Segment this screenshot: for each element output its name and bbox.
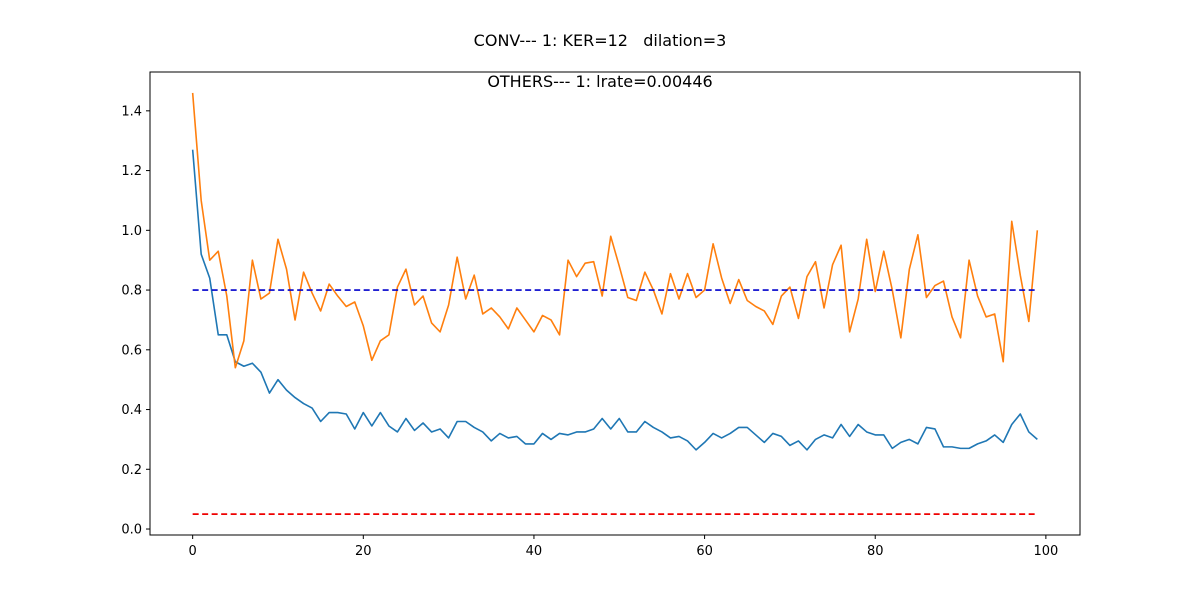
x-tick-label: 80: [867, 544, 884, 559]
x-tick-label: 0: [189, 544, 197, 559]
y-tick-label: 0.2: [121, 463, 142, 478]
chart-subtitle: OTHERS--- 1: lrate=0.00446: [487, 72, 713, 91]
series-layer: [191, 92, 1039, 515]
x-tick-label: 40: [526, 544, 543, 559]
series-line-1: [191, 149, 1038, 451]
axes-layer: 0 20 40 60 80 100 0.0 0.2 0.4 0.6 0.8 1.0 1.2 1.4: [121, 71, 1081, 559]
y-tick-label: 0.4: [121, 403, 142, 418]
y-tick-label: 0.0: [121, 523, 142, 538]
x-tick-label: 20: [355, 544, 372, 559]
y-tick-label: 0.8: [121, 284, 142, 299]
series-line-2: [191, 92, 1039, 369]
y-tick-label: 1.4: [121, 104, 142, 119]
y-tick-label: 0.6: [121, 343, 142, 358]
chart-title: CONV--- 1: KER=12 dilation=3: [473, 31, 727, 50]
plot-frame: [149, 71, 1081, 536]
x-tick-label: 60: [696, 544, 713, 559]
x-tick-label: 100: [1033, 544, 1058, 559]
y-tick-label: 1.2: [121, 164, 142, 179]
y-tick-label: 1.0: [121, 224, 142, 239]
